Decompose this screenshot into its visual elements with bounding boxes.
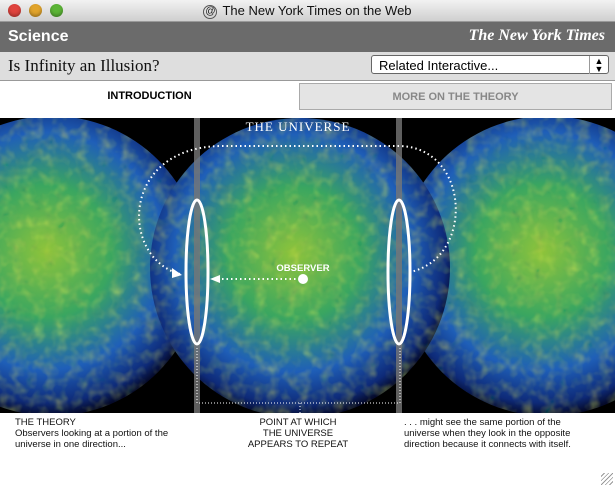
minimize-button[interactable] — [29, 4, 42, 17]
observer-label: OBSERVER — [276, 263, 329, 274]
band-right — [396, 118, 402, 413]
site-icon: @ — [203, 5, 218, 19]
caption-heading: THE THEORY — [15, 417, 76, 428]
logo[interactable]: The New York Times — [468, 27, 605, 44]
caption-line: direction because it connects with itsel… — [404, 439, 571, 450]
ring-right — [386, 198, 412, 346]
section-header: Science The New York Times — [0, 22, 615, 52]
figure-title: THE UNIVERSE — [246, 119, 351, 134]
caption-right: . . . might see the same portion of the … — [404, 417, 571, 450]
caption-line: universe in one direction... — [15, 439, 126, 450]
caption-line: THE UNIVERSE — [262, 428, 334, 439]
band-left — [194, 118, 200, 413]
toolbar: Is Infinity an Illusion? Related Interac… — [0, 52, 615, 81]
dropdown-label: Related Interactive... — [379, 58, 499, 73]
window-title-row: @ The New York Times on the Web — [0, 3, 615, 19]
headline: Is Infinity an Illusion? — [8, 56, 160, 75]
window-title: The New York Times on the Web — [222, 3, 412, 18]
loop-arrow — [138, 145, 457, 275]
resize-grip[interactable] — [601, 473, 613, 485]
caption-left: THE THEORY Observers looking at a portio… — [15, 417, 168, 450]
title-bar: @ The New York Times on the Web — [0, 0, 615, 22]
close-button[interactable] — [8, 4, 21, 17]
arrowhead — [210, 275, 220, 283]
zoom-button[interactable] — [50, 4, 63, 17]
dropdown-arrows: ▲ ▼ — [589, 56, 608, 74]
caption-line: APPEARS TO REPEAT — [247, 439, 349, 450]
ring-left — [184, 198, 210, 346]
tab-active[interactable]: INTRODUCTION — [0, 83, 299, 110]
caption-line: Observers looking at a portion of the — [15, 428, 169, 439]
tab[interactable]: MORE ON THE THEORY — [299, 83, 612, 110]
figure: THE UNIVERSE OBSERVER — [0, 118, 615, 413]
observer-point — [298, 274, 308, 284]
caption-center: POINT AT WHICH THE UNIVERSE APPEARS TO R… — [208, 417, 388, 450]
caption-line: POINT AT WHICH — [259, 417, 337, 428]
caption-line: universe when they look in the opposite — [404, 428, 571, 439]
section-name: Science — [8, 28, 69, 45]
caption-line: . . . might see the same portion of the — [404, 417, 561, 428]
repeat-bracket — [196, 348, 401, 413]
arrowhead — [172, 268, 182, 278]
related-dropdown[interactable]: Related Interactive... ▲ ▼ — [371, 55, 609, 74]
